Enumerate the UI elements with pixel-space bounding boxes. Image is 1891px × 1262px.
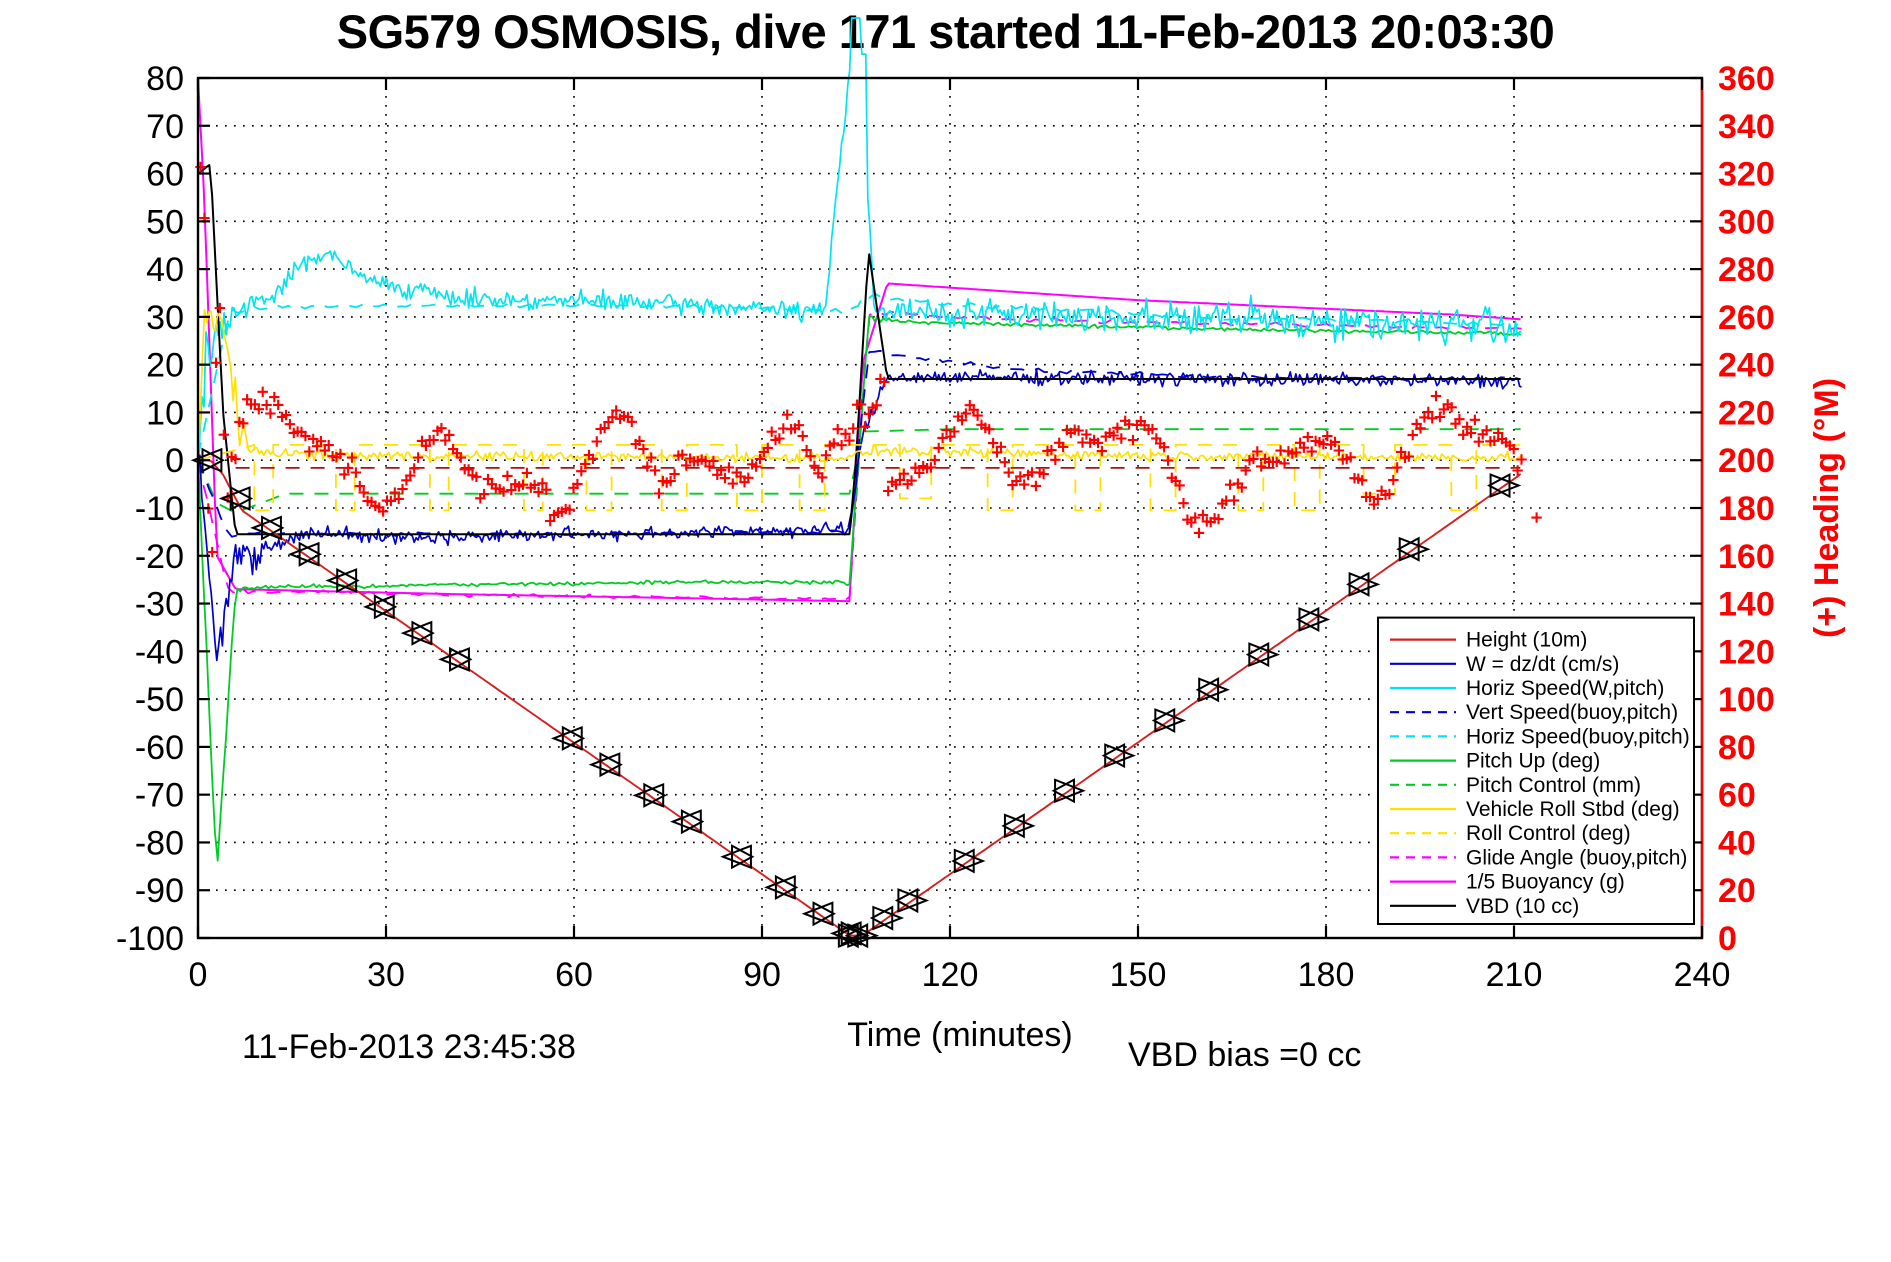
y2-axis-tick-label: 80 xyxy=(1718,729,1756,767)
x-axis-tick-label: 240 xyxy=(1674,956,1731,994)
y2-axis-tick-label: 0 xyxy=(1718,920,1737,958)
x-axis-tick-label: 210 xyxy=(1486,956,1543,994)
y2-axis-tick-label: 120 xyxy=(1718,633,1775,671)
x-axis-label: Time (minutes) xyxy=(847,1016,1072,1054)
x-axis-tick-label: 120 xyxy=(922,956,979,994)
y2-axis-tick-label: 320 xyxy=(1718,156,1775,194)
y2-axis-tick-label: 160 xyxy=(1718,538,1775,576)
y2-axis-tick-label: 360 xyxy=(1718,60,1775,98)
y-axis-tick-label: -80 xyxy=(135,824,184,862)
y-axis-tick-label: -20 xyxy=(135,538,184,576)
legend-label-7: Vehicle Roll Stbd (deg) xyxy=(1466,798,1680,821)
series-buoyancy xyxy=(197,77,1521,603)
y-axis-tick-label: 10 xyxy=(146,394,184,432)
y2-axis-tick-label: 260 xyxy=(1718,299,1775,337)
y-axis-tick-label: 80 xyxy=(146,60,184,98)
y-axis-tick-label: -30 xyxy=(135,586,184,624)
legend-label-2: Horiz Speed(W,pitch) xyxy=(1466,677,1664,700)
y-axis-tick-label: -50 xyxy=(135,681,184,719)
footer-timestamp: 11-Feb-2013 23:45:38 xyxy=(242,1028,576,1066)
y2-axis-label: (+) Heading (°M) xyxy=(1808,378,1846,638)
footer-vbd-bias: VBD bias =0 cc xyxy=(1128,1036,1361,1074)
series-horiz-speed-buoy xyxy=(197,292,1518,457)
y-axis-tick-label: 70 xyxy=(146,108,184,146)
y2-axis-tick-label: 180 xyxy=(1718,490,1775,528)
y2-axis-tick-label: 340 xyxy=(1718,108,1775,146)
legend-label-1: W = dz/dt (cm/s) xyxy=(1466,653,1619,676)
x-axis-tick-label: 30 xyxy=(367,956,405,994)
legend-label-11: VBD (10 cc) xyxy=(1466,895,1579,918)
legend-label-0: Height (10m) xyxy=(1466,629,1587,652)
series-vert-speed-buoy xyxy=(197,349,1519,538)
legend-label-4: Horiz Speed(buoy,pitch) xyxy=(1466,725,1690,748)
y2-axis-tick-label: 200 xyxy=(1718,442,1775,480)
legend-label-6: Pitch Control (mm) xyxy=(1466,774,1641,797)
y-axis-tick-label: -60 xyxy=(135,729,184,767)
y-axis-tick-label: -100 xyxy=(116,920,184,958)
x-axis-tick-label: 90 xyxy=(743,956,781,994)
y-axis-tick-label: 40 xyxy=(146,251,184,289)
x-axis-tick-label: 150 xyxy=(1110,956,1167,994)
y2-axis-tick-label: 280 xyxy=(1718,251,1775,289)
axis-frame: 80706050403020100-10-20-30-40-50-60-70-8… xyxy=(116,60,1775,994)
series-vbd xyxy=(197,164,1521,536)
series-layer xyxy=(190,17,1542,949)
y2-axis-tick-label: 100 xyxy=(1718,681,1775,719)
y-axis-tick-label: 60 xyxy=(146,156,184,194)
y2-axis-tick-label: 20 xyxy=(1718,872,1756,910)
y-axis-tick-label: 0 xyxy=(165,442,184,480)
y2-axis-tick-label: 140 xyxy=(1718,586,1775,624)
y2-axis-tick-label: 240 xyxy=(1718,347,1775,385)
legend-label-8: Roll Control (deg) xyxy=(1466,822,1631,845)
y-axis-tick-label: -10 xyxy=(135,490,184,528)
y-axis-tick-label: -40 xyxy=(135,633,184,671)
series-height xyxy=(198,459,1522,937)
page-title: SG579 OSMOSIS, dive 171 started 11-Feb-2… xyxy=(336,5,1555,58)
y-axis-tick-label: 20 xyxy=(146,347,184,385)
legend-label-5: Pitch Up (deg) xyxy=(1466,750,1600,773)
y-axis-tick-label: -90 xyxy=(135,872,184,910)
y2-axis-tick-label: 60 xyxy=(1718,777,1756,815)
direction-markers xyxy=(190,447,1522,949)
x-axis-tick-label: 60 xyxy=(555,956,593,994)
legend-label-10: 1/5 Buoyancy (g) xyxy=(1466,871,1625,894)
heading-markers xyxy=(195,161,1542,558)
y-axis-tick-label: 50 xyxy=(146,203,184,241)
legend-label-3: Vert Speed(buoy,pitch) xyxy=(1466,701,1678,724)
series-roll-control xyxy=(197,444,1521,512)
y2-axis-tick-label: 300 xyxy=(1718,203,1775,241)
legend: Height (10m)W = dz/dt (cm/s)Horiz Speed(… xyxy=(1377,616,1695,925)
legend-label-9: Glide Angle (buoy,pitch) xyxy=(1466,846,1687,869)
y2-axis-tick-label: 220 xyxy=(1718,394,1775,432)
y-axis-tick-label: 30 xyxy=(146,299,184,337)
series-horiz-speed-w xyxy=(197,17,1522,476)
x-axis-tick-label: 180 xyxy=(1298,956,1355,994)
y2-axis-tick-label: 40 xyxy=(1718,824,1756,862)
y-axis-tick-label: -70 xyxy=(135,777,184,815)
x-axis-tick-label: 0 xyxy=(189,956,208,994)
